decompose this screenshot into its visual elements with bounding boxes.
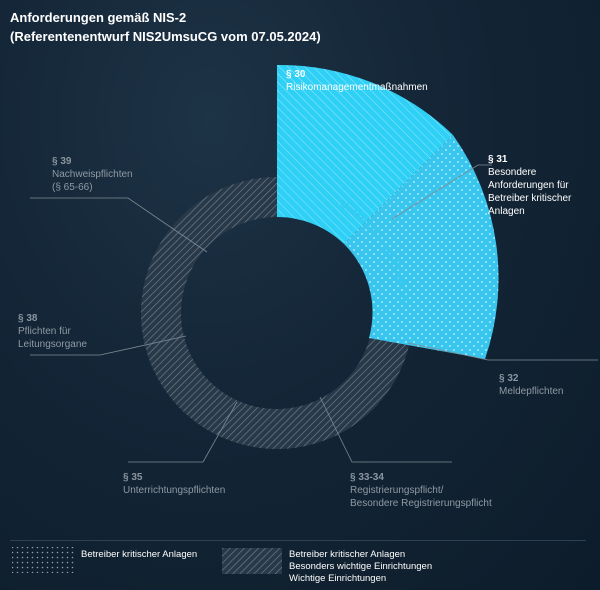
label-s32: § 32 Meldepflichten bbox=[499, 372, 563, 398]
label-s39-text: Nachweispflichten (§ 65-66) bbox=[52, 169, 133, 193]
leader-s38 bbox=[30, 335, 187, 356]
legend-dots-swatch bbox=[12, 547, 74, 573]
label-s31-section: § 31 bbox=[488, 154, 508, 165]
label-s35: § 35 Unterrichtungspflichten bbox=[123, 471, 225, 497]
leader-s35 bbox=[128, 401, 238, 463]
legend-hatch-label-2: Besonders wichtige Einrichtungen bbox=[289, 561, 433, 572]
legend-dots-label: Betreiber kritischer Anlagen bbox=[81, 549, 198, 560]
legend-item-hatch: Betreiber kritischer Anlagen Besonders w… bbox=[289, 549, 432, 585]
leader-s3334 bbox=[319, 396, 452, 463]
page-title: Anforderungen gemäß NIS-2 (Referentenent… bbox=[10, 8, 321, 46]
label-s3334-text: Registrierungspflicht/ Besondere Registr… bbox=[350, 485, 492, 509]
leader-s39 bbox=[30, 197, 208, 253]
label-s35-section: § 35 bbox=[123, 472, 143, 483]
legend-hatch-swatch bbox=[222, 548, 282, 574]
legend-hatch-label-3: Wichtige Einrichtungen bbox=[289, 573, 387, 584]
label-s38: § 38 Pflichten für Leitungsorgane bbox=[18, 312, 87, 351]
label-s30-section: § 30 bbox=[286, 69, 306, 80]
title-line-2: (Referentenentwurf NIS2UmsuCG vom 07.05.… bbox=[10, 29, 321, 44]
leader-s31 bbox=[391, 164, 492, 220]
label-s31-text: Besondere Anforderungen für Betreiber kr… bbox=[488, 167, 572, 217]
label-s3334-section: § 33-34 bbox=[350, 472, 384, 483]
label-s32-section: § 32 bbox=[499, 373, 519, 384]
label-s35-text: Unterrichtungspflichten bbox=[123, 485, 226, 496]
legend-hatch-label-1: Betreiber kritischer Anlagen bbox=[289, 549, 406, 560]
label-s38-section: § 38 bbox=[18, 313, 38, 324]
title-line-1: Anforderungen gemäß NIS-2 bbox=[10, 10, 187, 25]
label-s30-text: Risikomanagementmaßnahmen bbox=[286, 82, 428, 93]
legend-item-dots: Betreiber kritischer Anlagen bbox=[81, 549, 197, 561]
label-s38-text: Pflichten für Leitungsorgane bbox=[18, 326, 87, 350]
label-s30: § 30 Risikomanagementmaßnahmen bbox=[286, 68, 428, 94]
label-s3334: § 33-34 Registrierungspflicht/ Besondere… bbox=[350, 471, 492, 510]
label-s32-text: Meldepflichten bbox=[499, 386, 564, 397]
label-s39: § 39 Nachweispflichten (§ 65-66) bbox=[52, 155, 133, 194]
leader-s32 bbox=[407, 342, 598, 361]
label-s31: § 31 Besondere Anforderungen für Betreib… bbox=[488, 153, 571, 218]
ring-segment-gray bbox=[141, 177, 413, 449]
segment-s31 bbox=[344, 135, 499, 359]
legend-divider bbox=[10, 540, 586, 541]
label-s39-section: § 39 bbox=[52, 156, 72, 167]
segment-s30 bbox=[277, 64, 453, 244]
